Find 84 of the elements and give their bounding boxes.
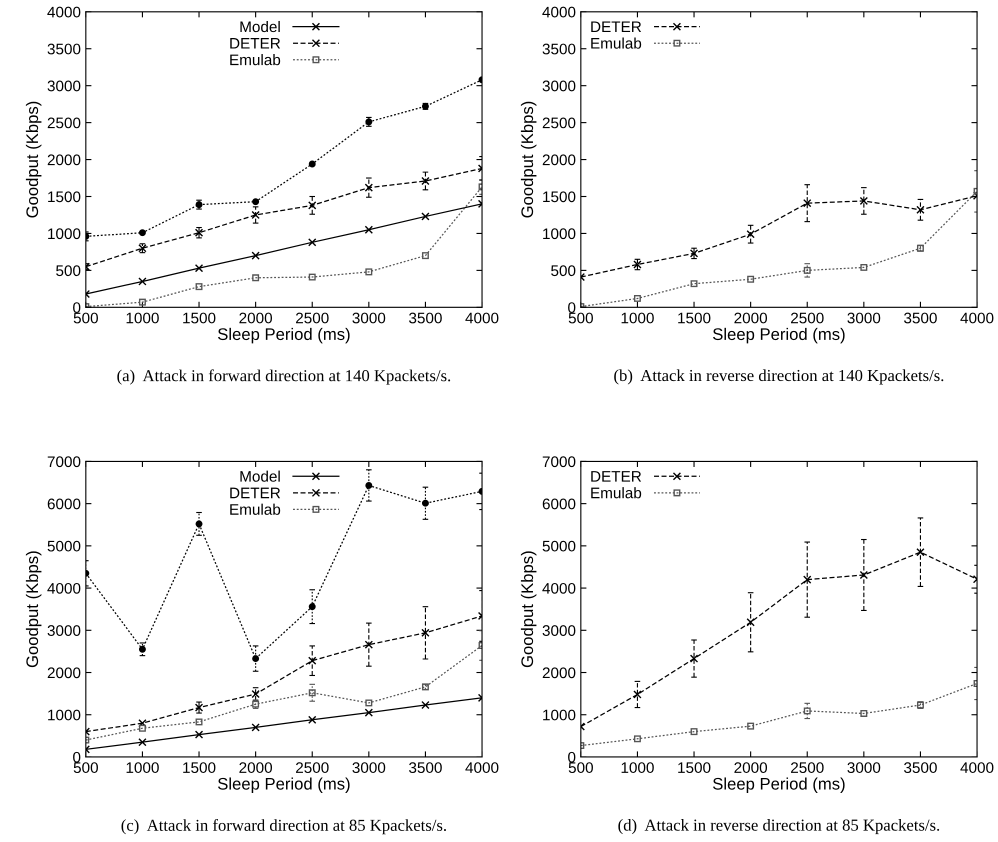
y-tick-label: 3000	[542, 625, 576, 636]
y-tick-label: 4000	[47, 6, 80, 18]
x-tick-label: 3000	[847, 762, 880, 774]
text: (c) Attack in forward direction at 85 Kpackets/s.	[122, 819, 446, 834]
legend-label: DETER	[230, 488, 280, 498]
y-tick-label: 2500	[542, 117, 576, 128]
y-tick-label: 3500	[542, 44, 576, 54]
legend-label: Emulab	[230, 54, 280, 66]
y-axis-title: Goodput (Kbps)	[26, 102, 42, 218]
x-tick-label: 1500	[678, 312, 710, 324]
y-axis-title: Goodput (Kbps)	[26, 551, 42, 668]
x-tick-label: 3500	[409, 312, 442, 324]
y-tick-label: 1000	[543, 710, 576, 720]
x-tick-label: 3500	[904, 312, 937, 324]
y-tick-label: 500	[56, 265, 80, 276]
y-tick-label: 2000	[542, 667, 576, 678]
y-tick-label: 6000	[542, 498, 576, 510]
x-axis-title: Sleep Period (ms)	[713, 777, 845, 793]
x-tick-label: 3000	[352, 312, 386, 324]
x-tick-label: 2000	[239, 312, 272, 324]
text: (a) Attack in forward direction at 140 Kpackets/s.	[117, 369, 450, 385]
y-tick-label: 2000	[48, 667, 80, 678]
x-tick-label: 2000	[734, 312, 768, 324]
y-tick-label: 2000	[48, 154, 80, 166]
x-tick-label: 1000	[126, 762, 159, 774]
y-tick-label: 3000	[542, 80, 576, 92]
y-tick-label: 3000	[48, 625, 80, 636]
legend-label: DETER	[591, 471, 642, 482]
y-tick-label: 1500	[543, 191, 576, 202]
y-tick-label: 500	[551, 265, 576, 276]
y-tick-label: 2500	[48, 117, 80, 128]
y-tick-label: 7000	[542, 456, 576, 468]
x-axis-title: Sleep Period (ms)	[218, 328, 350, 344]
y-tick-label: 0	[568, 302, 576, 314]
x-tick-label: 3500	[904, 762, 937, 774]
y-tick-label: 3500	[48, 44, 80, 54]
legend-label: Emulab	[591, 487, 642, 498]
x-tick-label: 1000	[622, 312, 654, 324]
x-tick-label: 2500	[791, 312, 824, 324]
y-tick-label: 5000	[48, 540, 80, 552]
y-axis-title: Goodput (Kbps)	[520, 551, 536, 668]
y-tick-label: 4000	[542, 6, 576, 18]
x-tick-label: 4000	[465, 312, 498, 324]
x-axis-title: Sleep Period (ms)	[218, 777, 350, 793]
y-tick-label: 1000	[543, 228, 576, 240]
legend-label: Model	[240, 470, 280, 482]
x-tick-label: 2500	[296, 762, 329, 774]
x-tick-label: 2500	[296, 312, 329, 324]
legend-label: DETER	[230, 38, 280, 49]
x-tick-label: 1500	[183, 762, 216, 774]
legend-label: DETER	[591, 22, 642, 32]
y-tick-label: 0	[73, 752, 80, 763]
legend-label: Model	[240, 20, 280, 32]
y-tick-label: 4000	[542, 582, 576, 594]
y-tick-label: 0	[568, 752, 576, 763]
x-tick-label: 1000	[126, 312, 159, 324]
y-tick-label: 6000	[48, 498, 80, 510]
x-tick-label: 3500	[409, 762, 442, 774]
x-tick-label: 3000	[352, 762, 386, 774]
x-tick-label: 3000	[847, 312, 880, 324]
text: (d) Attack in reverse direction at 85 Kpackets/s.	[618, 819, 940, 834]
x-tick-label: 2000	[734, 762, 768, 774]
legend-label: Emulab	[230, 504, 280, 515]
y-tick-label: 4000	[47, 582, 80, 594]
y-axis-title: Goodput (Kbps)	[520, 102, 536, 218]
x-tick-label: 1500	[678, 762, 710, 774]
x-tick-label: 4000	[960, 312, 994, 324]
y-tick-label: 5000	[542, 540, 576, 552]
y-tick-label: 0	[73, 302, 80, 314]
y-tick-label: 1000	[48, 228, 80, 240]
y-tick-label: 1500	[48, 191, 80, 202]
x-tick-label: 4000	[960, 762, 994, 774]
text: (b) Attack in reverse direction at 140 Kpackets/s.	[614, 369, 944, 385]
x-tick-label: 2500	[791, 762, 824, 774]
legend-label: Emulab	[591, 37, 642, 49]
y-tick-label: 2000	[542, 154, 576, 166]
x-tick-label: 4000	[465, 762, 498, 774]
y-tick-label: 7000	[48, 456, 80, 468]
x-axis-title: Sleep Period (ms)	[713, 328, 845, 344]
x-tick-label: 1000	[622, 762, 654, 774]
y-tick-label: 3000	[48, 80, 80, 92]
x-tick-label: 1500	[183, 312, 216, 324]
x-tick-label: 2000	[239, 762, 272, 774]
y-tick-label: 1000	[48, 710, 80, 720]
